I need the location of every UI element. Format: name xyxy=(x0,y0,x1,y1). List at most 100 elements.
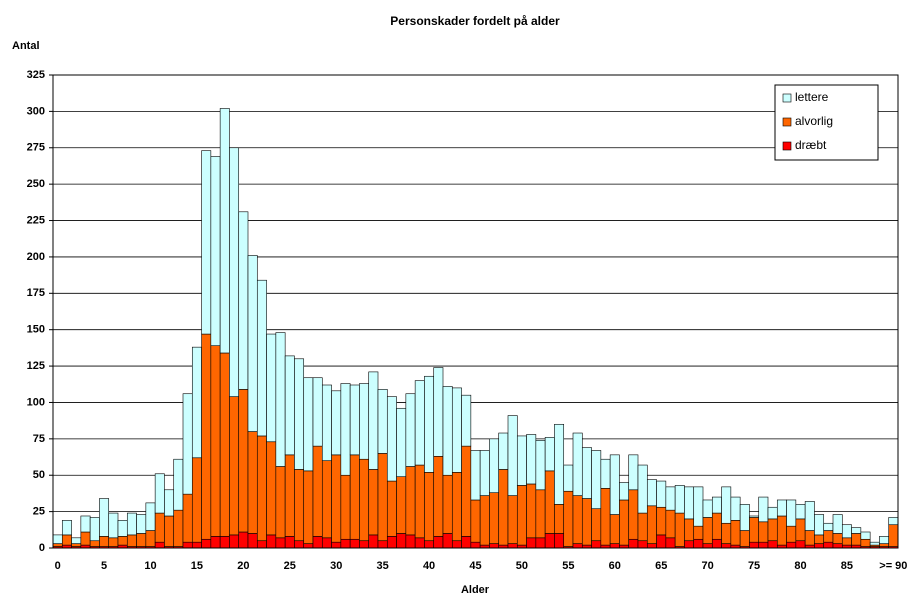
y-tick-label: 25 xyxy=(33,506,45,518)
bar-segment xyxy=(693,486,704,527)
bar-segment xyxy=(637,464,648,514)
bar-segment xyxy=(414,537,425,549)
bar-segment xyxy=(665,486,676,511)
bar-segment xyxy=(303,470,314,544)
x-axis-title: Alder xyxy=(461,584,490,596)
x-tick-label: 70 xyxy=(702,560,714,572)
bar-segment xyxy=(414,464,425,539)
legend-swatch xyxy=(782,141,792,151)
bar-segment xyxy=(396,533,407,549)
bar-segment xyxy=(99,536,110,547)
bar-segment xyxy=(396,407,407,477)
bar-segment xyxy=(312,377,323,447)
bar-segment xyxy=(266,441,277,536)
bar-segment xyxy=(814,514,825,536)
bar-segment xyxy=(869,541,880,546)
bar-segment xyxy=(275,466,286,539)
bar-segment xyxy=(665,509,676,539)
bar-segment xyxy=(684,540,695,549)
bar-segment xyxy=(516,435,527,486)
bar-segment xyxy=(405,466,416,536)
x-tick-label: 20 xyxy=(237,560,249,572)
bar-segment xyxy=(424,375,435,473)
bar-segment xyxy=(461,394,472,447)
bar-segment xyxy=(674,485,685,514)
y-tick-label: 250 xyxy=(27,178,45,190)
bar-segment xyxy=(507,415,518,496)
bar-segment xyxy=(470,541,481,549)
y-tick-label: 200 xyxy=(27,251,45,263)
bar-segment xyxy=(154,512,165,543)
x-tick-label: 80 xyxy=(794,560,806,572)
bar-segment xyxy=(99,498,110,537)
y-tick-label: 75 xyxy=(33,433,45,445)
bar-segment xyxy=(442,533,453,549)
bar-segment xyxy=(600,458,611,489)
bar-segment xyxy=(52,543,63,547)
bar-segment xyxy=(721,543,732,549)
bar-segment xyxy=(739,530,750,547)
bar-segment xyxy=(591,540,602,549)
bar-segment xyxy=(544,533,555,549)
bar-segment xyxy=(888,524,899,547)
bar-segment xyxy=(563,464,574,492)
bar-segment xyxy=(256,540,267,549)
bar-segment xyxy=(164,489,175,517)
bar-segment xyxy=(108,512,119,539)
bar-segment xyxy=(702,517,713,544)
bar-segment xyxy=(767,518,778,542)
bar-segment xyxy=(461,445,472,537)
y-tick-label: 225 xyxy=(27,214,45,226)
x-tick-label: 45 xyxy=(469,560,481,572)
y-tick-label: 0 xyxy=(39,542,45,554)
bar-segment xyxy=(377,540,388,549)
bar-segment xyxy=(693,525,704,540)
bar-segment xyxy=(739,504,750,531)
bar-segment xyxy=(136,514,147,534)
bar-segment xyxy=(879,536,890,544)
bar-segment xyxy=(294,540,305,549)
bar-segment xyxy=(275,537,286,549)
bar-segment xyxy=(646,505,657,544)
bar-segment xyxy=(489,492,500,544)
bar-segment xyxy=(210,536,221,549)
bar-segment xyxy=(656,534,667,549)
bar-segment xyxy=(256,279,267,437)
bar-segment xyxy=(572,495,583,544)
x-tick-label: 60 xyxy=(609,560,621,572)
bar-segment xyxy=(581,498,592,546)
bar-segment xyxy=(368,534,379,549)
bar-segment xyxy=(229,534,240,549)
bar-segment xyxy=(526,483,537,539)
bar-segment xyxy=(832,533,843,544)
y-tick-label: 100 xyxy=(27,396,45,408)
legend-swatch xyxy=(782,93,792,103)
bar-segment xyxy=(479,450,490,496)
bar-segment xyxy=(758,541,769,549)
bar-segment xyxy=(711,512,722,540)
bar-segment xyxy=(377,389,388,454)
bar-segment xyxy=(619,499,630,546)
bar-segment xyxy=(294,469,305,542)
bar-segment xyxy=(303,543,314,549)
bar-segment xyxy=(442,386,453,476)
bar-segment xyxy=(433,456,444,537)
bar-segment xyxy=(238,211,249,390)
bar-segment xyxy=(210,156,221,347)
bar-segment xyxy=(145,530,156,547)
y-tick-label: 300 xyxy=(27,105,45,117)
y-tick-label: 125 xyxy=(27,360,45,372)
bar-segment xyxy=(684,518,695,542)
bar-segment xyxy=(219,108,230,354)
bar-segment xyxy=(368,469,379,536)
bar-segment xyxy=(191,541,202,549)
legend-swatch xyxy=(782,117,792,127)
bar-segment xyxy=(201,333,212,540)
bar-segment xyxy=(247,255,258,432)
y-tick-label: 325 xyxy=(27,69,45,81)
bar-segment xyxy=(451,472,462,542)
bar-segment xyxy=(554,504,565,534)
bar-segment xyxy=(405,534,416,549)
bar-segment xyxy=(386,396,397,482)
bar-segment xyxy=(182,393,193,495)
